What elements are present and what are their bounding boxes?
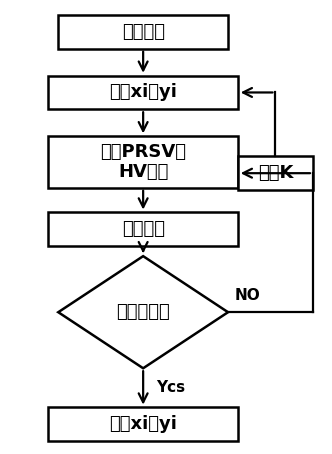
Text: Ycs: Ycs [156,380,185,395]
FancyBboxPatch shape [48,136,238,188]
FancyBboxPatch shape [48,212,238,246]
FancyBboxPatch shape [58,15,228,49]
Text: 迭代K: 迭代K [258,164,293,182]
FancyBboxPatch shape [48,76,238,109]
Text: 输出xi，yi: 输出xi，yi [109,415,177,433]
Text: 计算逸度: 计算逸度 [122,220,165,238]
Text: 逸度相等？: 逸度相等？ [116,303,170,321]
Text: 输入参数: 输入参数 [122,23,165,41]
FancyBboxPatch shape [238,156,313,190]
Text: 计算xi，yi: 计算xi，yi [109,84,177,101]
Text: NO: NO [234,288,260,303]
Text: 计算PRSV、
HV参数: 计算PRSV、 HV参数 [100,143,186,182]
FancyBboxPatch shape [48,408,238,441]
Polygon shape [58,256,228,368]
